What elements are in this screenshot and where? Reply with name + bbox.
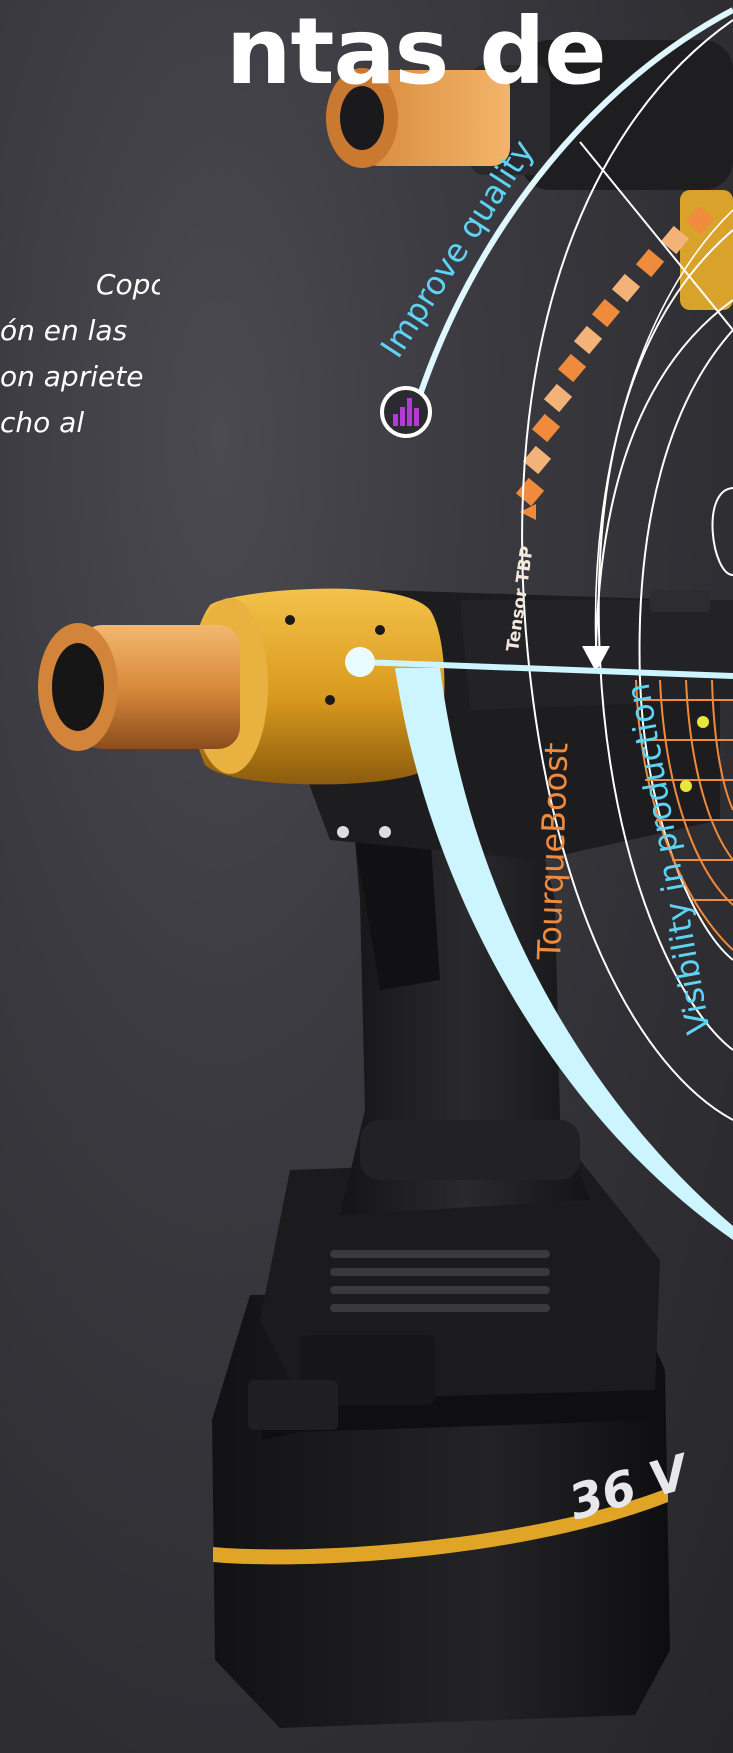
circle-marker [711,487,733,576]
main-tool-body [38,588,733,860]
arrow-arc [595,299,733,651]
intro-line-4: cho al [0,406,85,439]
tourque-boost-label: TourqueBoost [530,742,576,961]
intro-text: Copco ón en las on apriete cho al [0,262,160,446]
intro-line-2: ón en las [0,314,128,347]
tool-handle [340,760,590,1215]
battery-pack: 36 V [212,1160,698,1728]
data-dot [680,780,692,792]
data-dot [697,716,709,728]
improve-quality-label: Improve quality [373,133,542,364]
arrow-down-icon [582,646,610,672]
intro-line-1: Copco [96,268,160,301]
headline: ntas de [226,6,607,98]
bar-chart-icon [380,386,432,438]
improve-quality-arc [417,7,733,396]
intro-line-3: on apriete [0,360,144,393]
polar-grid [635,679,733,951]
cyan-sweep [345,647,733,1240]
guide-arcs [521,19,733,1121]
upper-tool [326,40,733,310]
